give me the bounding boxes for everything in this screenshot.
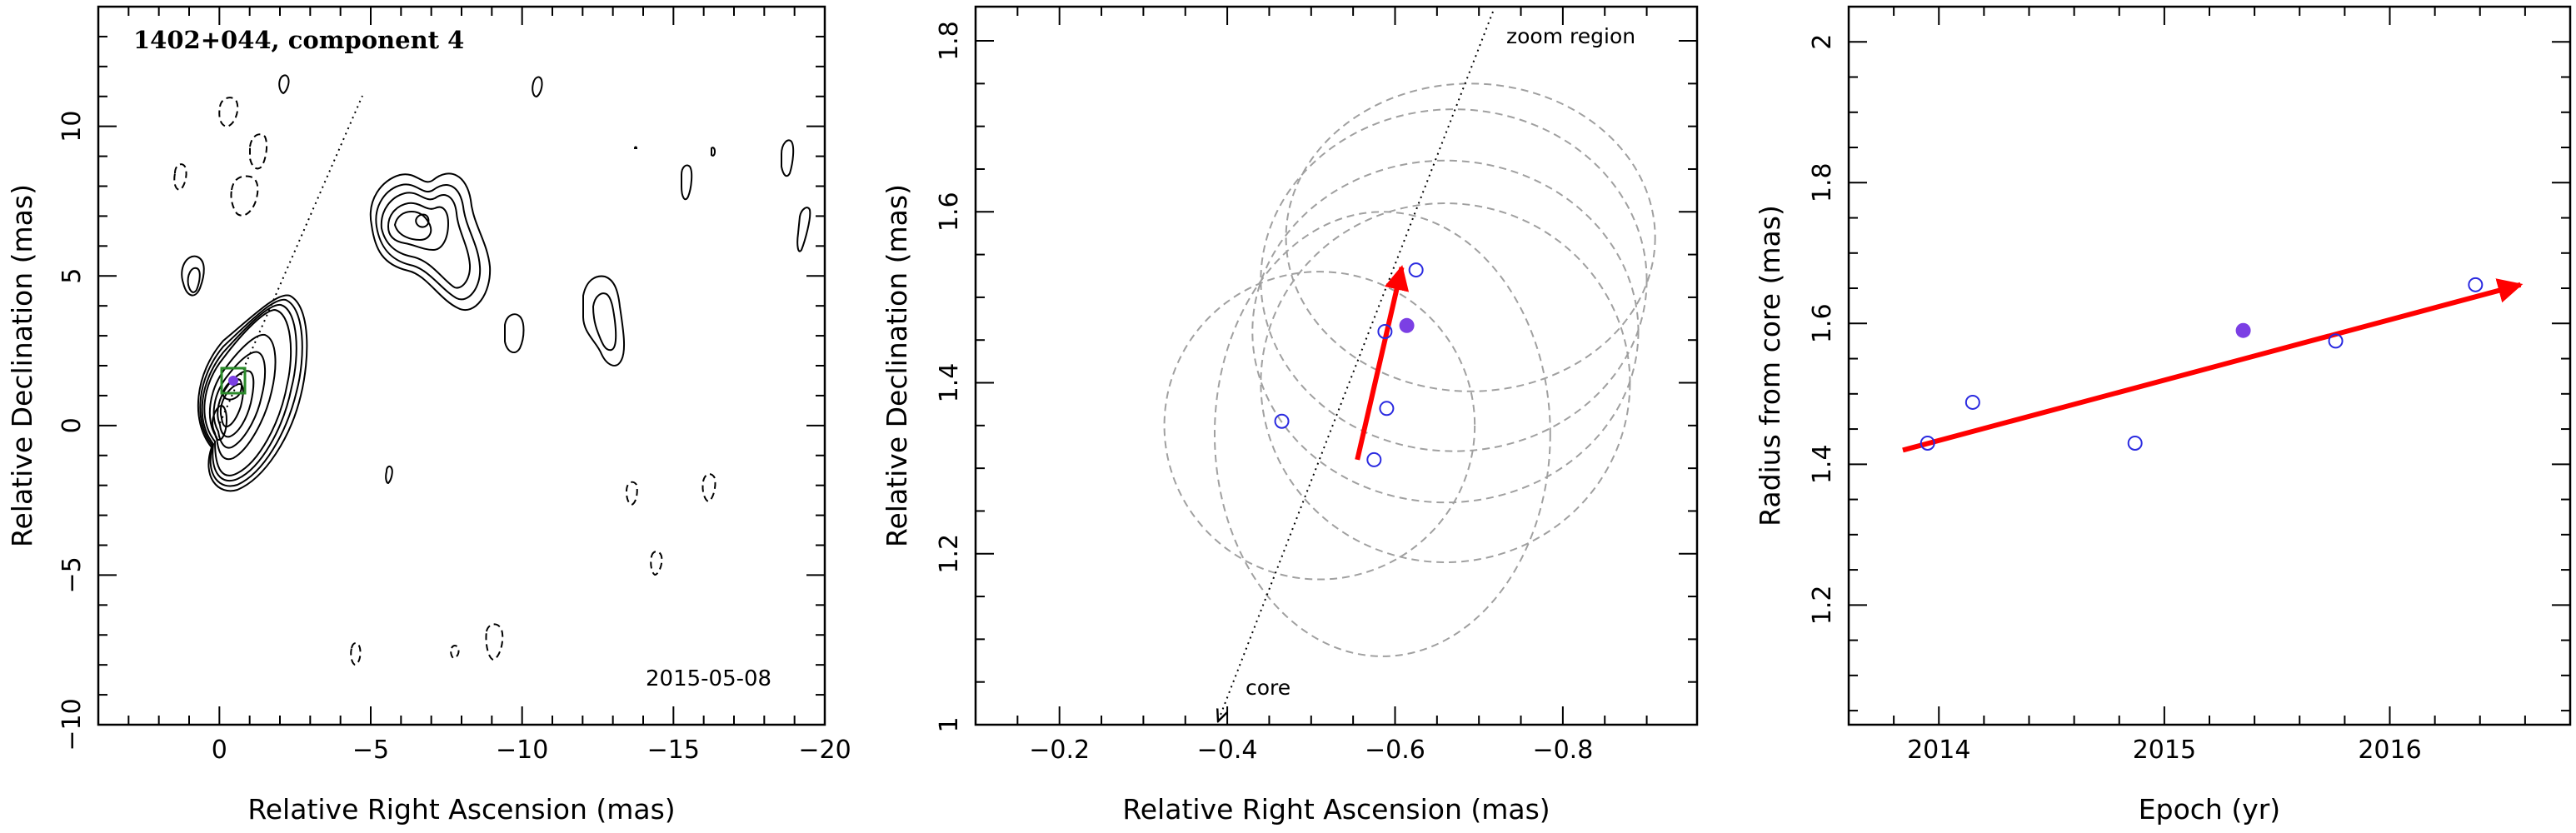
- panel1-date: 2015-05-08: [646, 666, 771, 691]
- y-tick-label: 5: [57, 268, 87, 284]
- open-point: [1408, 262, 1424, 278]
- zoom-region-label: zoom region: [1506, 24, 1635, 48]
- open-point: [1274, 413, 1290, 429]
- panel2-ticks: [976, 7, 1697, 726]
- panel2-frame: [974, 5, 1699, 726]
- x-tick-label: 2015: [2133, 736, 2196, 765]
- open-point: [2468, 277, 2484, 292]
- y-tick-label: 1.8: [935, 21, 964, 61]
- panel2-xlabel: Relative Right Ascension (mas): [1122, 793, 1550, 826]
- y-tick-label: 1.6: [935, 192, 964, 232]
- radius-epoch-panel: 2014 2015 2016 1.2 1.4 1.6 1.8 2 Epoch (yr) Rad…: [1754, 5, 2572, 826]
- y-tick-label: 0: [57, 417, 87, 433]
- open-point: [1379, 401, 1395, 416]
- panel1-title: 1402+044, component 4: [133, 26, 464, 54]
- x-tick-label: −0.4: [1197, 736, 1258, 765]
- y-tick-label: 1.4: [935, 363, 964, 403]
- x-tick-label: 2014: [1907, 736, 1970, 765]
- noise-contours: [181, 74, 811, 485]
- open-point: [1377, 323, 1393, 339]
- beam-ellipse: [1260, 108, 1648, 452]
- panel3-ticks: [1848, 7, 2570, 725]
- x-tick-label: −0.2: [1029, 736, 1090, 765]
- negative-contours: [173, 97, 716, 666]
- x-tick-label: −15: [647, 736, 700, 765]
- x-tick-label: −20: [798, 736, 851, 765]
- y-tick-label: 1.6: [1808, 303, 1837, 343]
- panel1-xlabel: Relative Right Ascension (mas): [247, 793, 675, 826]
- open-point: [2328, 333, 2344, 349]
- contour-map-panel: 0 −5 −10 −15 −20 −10 −5 0 5 10: [6, 5, 851, 826]
- open-point: [1920, 435, 1935, 451]
- beam-ellipse: [1163, 271, 1476, 581]
- panel3-ylabel: Radius from core (mas): [1754, 205, 1786, 526]
- y-tick-label: 1: [935, 716, 964, 732]
- y-tick-label: 1.2: [935, 534, 964, 574]
- y-tick-label: −10: [57, 698, 87, 751]
- zoom-panel: −0.2 −0.4 −0.6 −0.8 1 1.2 1.4 1.6 1.8 zoom regio…: [881, 5, 1699, 826]
- component-box: [220, 367, 247, 395]
- radius-points: [1920, 277, 2484, 451]
- open-point: [2127, 435, 2143, 451]
- filled-point: [2235, 322, 2251, 338]
- core-contours: [197, 294, 308, 492]
- beam-ellipse: [1285, 82, 1656, 392]
- x-tick-label: −5: [352, 736, 389, 765]
- x-tick-label: 0: [212, 736, 227, 765]
- fit-arrow: [1902, 278, 2524, 453]
- component-marker: [228, 376, 238, 386]
- beam-ellipse: [1213, 211, 1551, 657]
- panel1-tick-labels: 0 −5 −10 −15 −20 −10 −5 0 5 10: [57, 111, 851, 765]
- extended-emission-contours: [369, 172, 626, 367]
- panel2-ylabel: Relative Declination (mas): [881, 184, 913, 547]
- beam-ellipses: [1163, 82, 1656, 657]
- core-direction-line: [1218, 11, 1494, 721]
- y-tick-label: −5: [57, 556, 87, 593]
- y-tick-label: 1.8: [1808, 162, 1837, 202]
- open-point: [1366, 451, 1382, 467]
- motion-arrow: [1355, 265, 1410, 461]
- panel3-xlabel: Epoch (yr): [2139, 793, 2280, 826]
- panel2-tick-labels: −0.2 −0.4 −0.6 −0.8 1 1.2 1.4 1.6 1.8: [935, 21, 1593, 765]
- direction-line: [219, 95, 363, 424]
- y-tick-label: 10: [57, 111, 87, 142]
- y-tick-label: 1.4: [1808, 444, 1837, 484]
- x-tick-label: −0.6: [1365, 736, 1425, 765]
- x-tick-label: −10: [496, 736, 548, 765]
- filled-point: [1399, 317, 1415, 333]
- panel1-ylabel: Relative Declination (mas): [6, 184, 38, 547]
- y-tick-label: 2: [1808, 34, 1837, 50]
- panel3-tick-labels: 2014 2015 2016 1.2 1.4 1.6 1.8 2: [1808, 34, 2422, 765]
- panel1-ticks: [97, 6, 826, 726]
- y-tick-label: 1.2: [1808, 585, 1837, 625]
- core-label: core: [1246, 676, 1290, 700]
- position-points: [1274, 262, 1424, 467]
- open-point: [1964, 394, 1980, 410]
- beam-ellipse: [1260, 202, 1631, 564]
- x-tick-label: 2016: [2358, 736, 2421, 765]
- x-tick-label: −0.8: [1532, 736, 1593, 765]
